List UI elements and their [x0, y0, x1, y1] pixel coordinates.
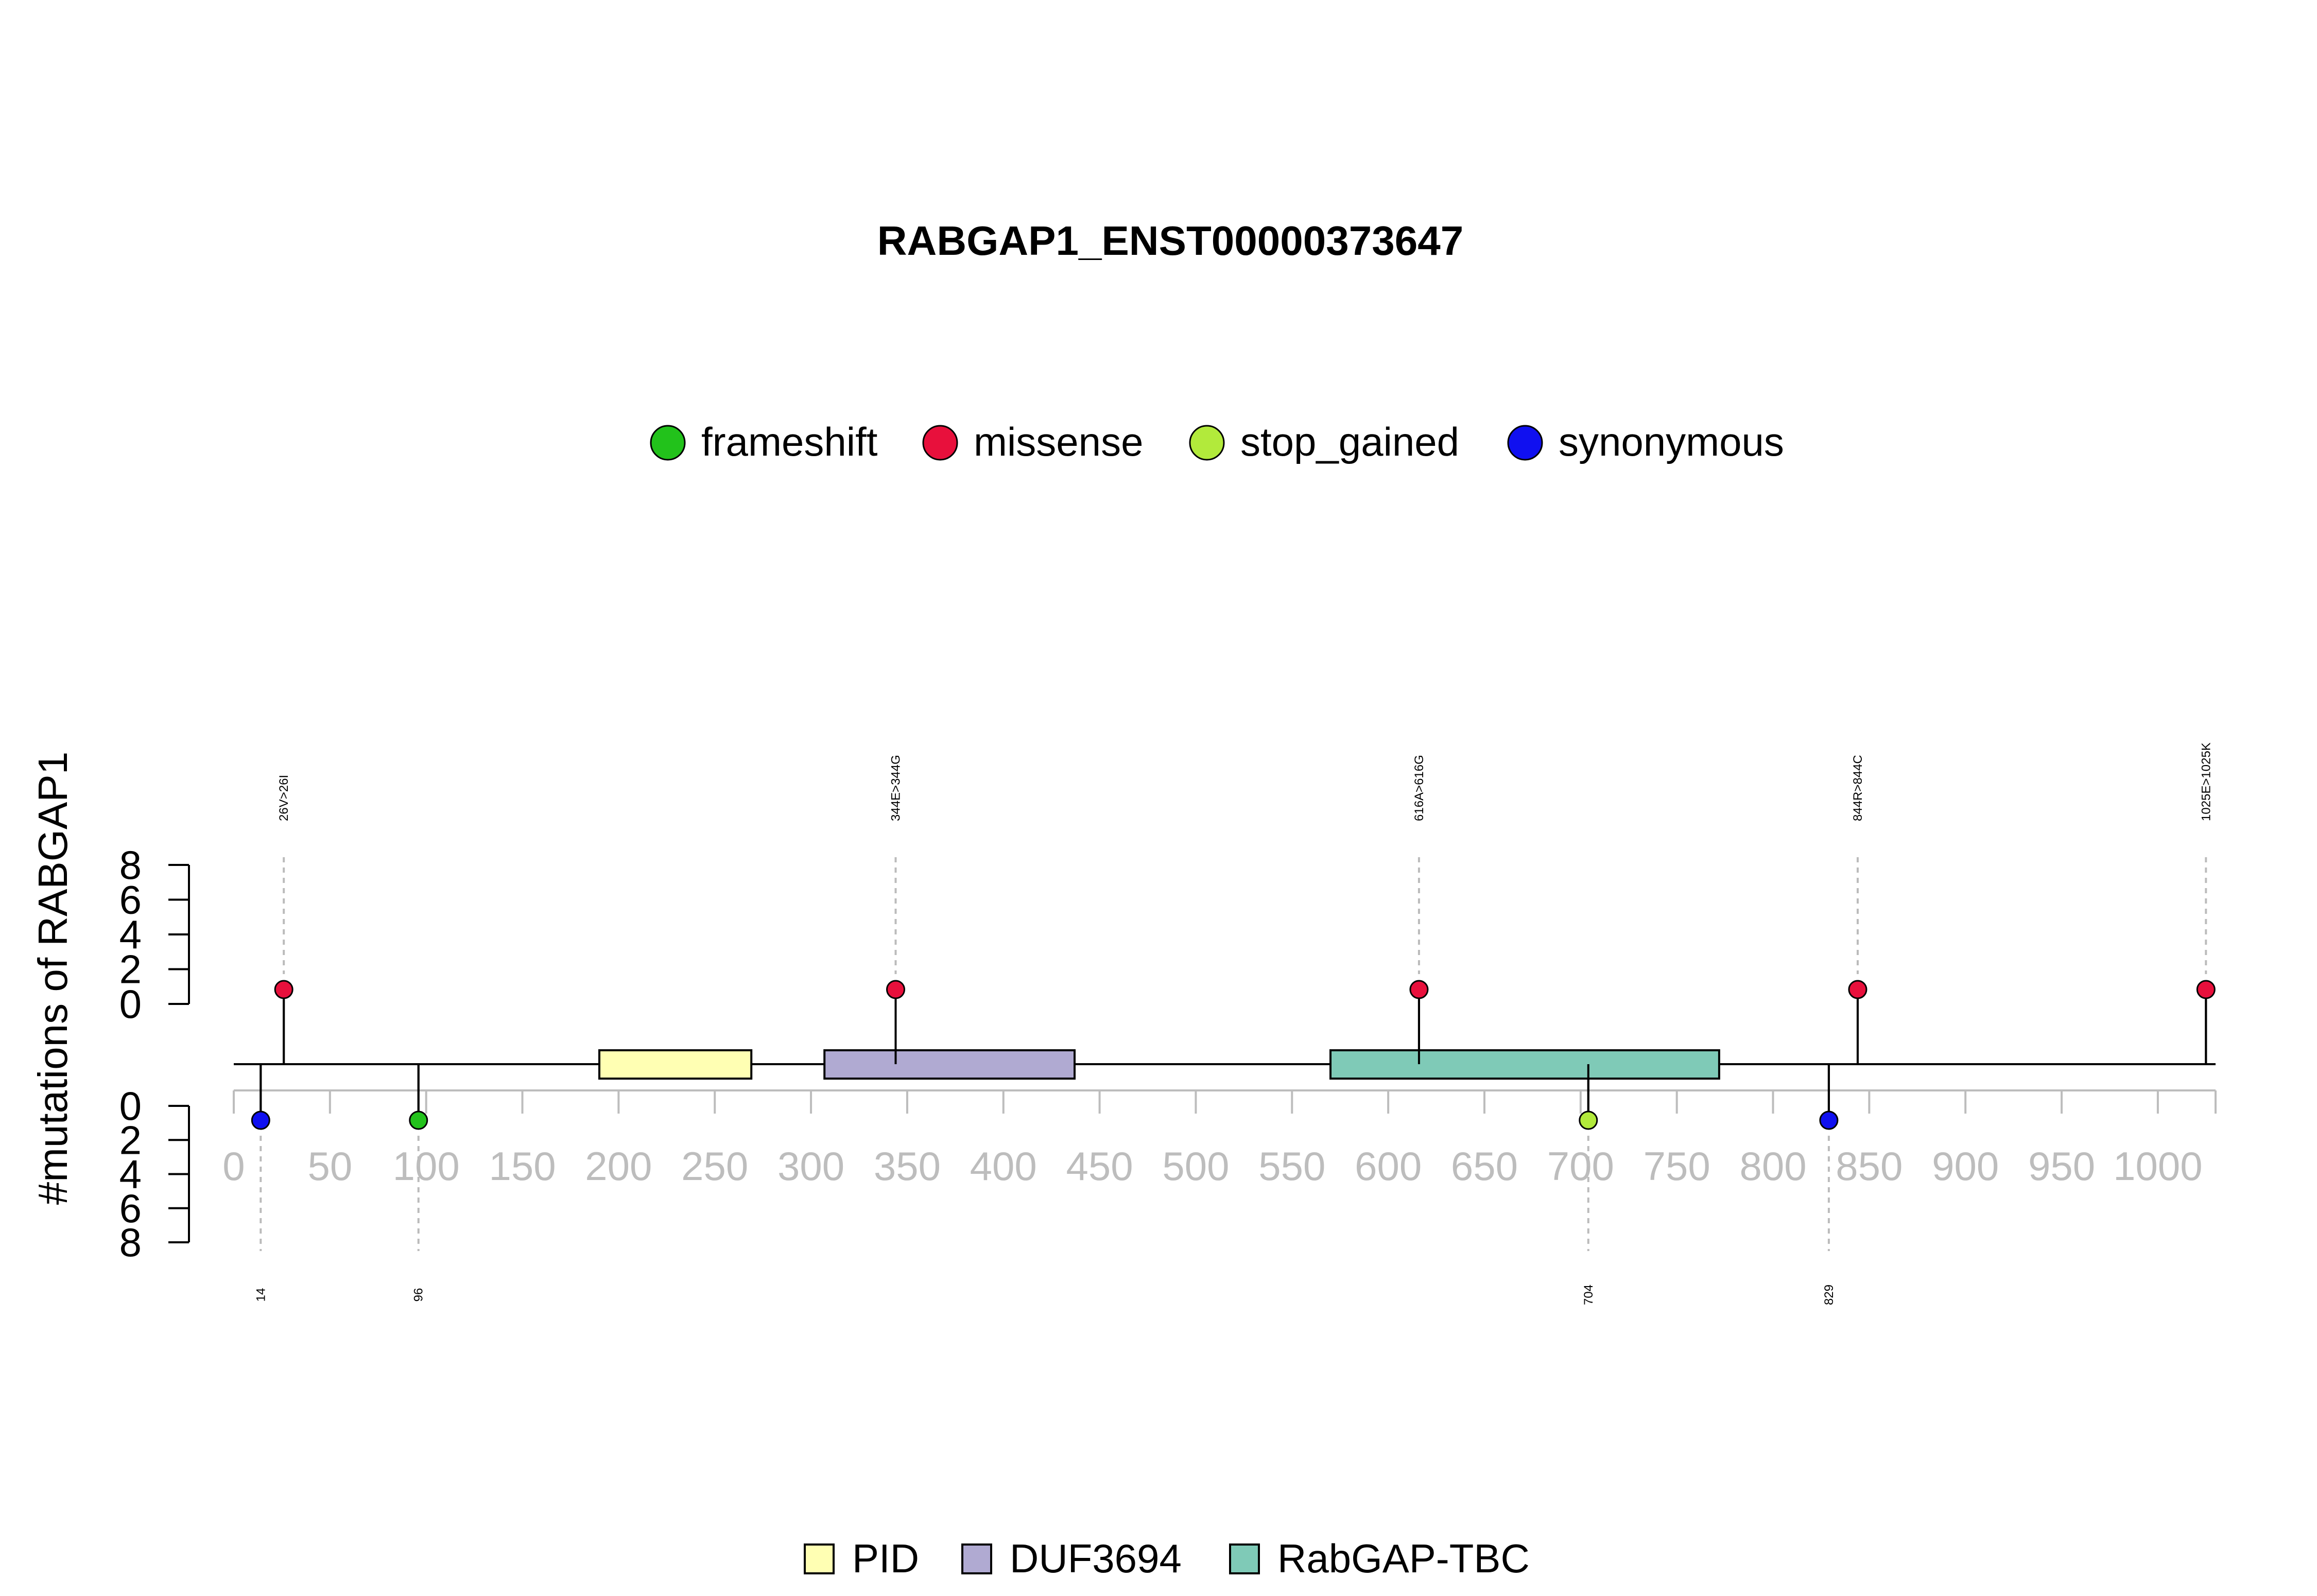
mutation-markers: 26V>26I 344E>344G 616A>616G 844R>844C 1025E>… [251, 742, 2216, 1305]
x-tick-label: 350 [874, 1143, 941, 1189]
mutation-label-top: 344E>344G [889, 755, 903, 821]
domain-legend-swatch-RabGAP-TBC [1229, 1543, 1260, 1574]
legend-label-missense: missense [974, 419, 1143, 464]
mutation-dot-top [1848, 980, 1868, 999]
top-y-tick-label: 0 [119, 981, 142, 1027]
top-y-tick-label: 8 [119, 842, 142, 888]
domain-legend-swatch-PID [804, 1543, 835, 1574]
bottom-y-tick-label: 4 [119, 1152, 142, 1197]
x-tick-label: 100 [393, 1143, 460, 1189]
x-tick-label: 850 [1836, 1143, 1903, 1189]
legend-label-synonymous: synonymous [1559, 419, 1784, 464]
top-y-tick-label: 4 [119, 912, 142, 957]
x-tick-label: 650 [1451, 1143, 1518, 1189]
x-tick-label: 300 [777, 1143, 844, 1189]
mutation-dot-top [274, 980, 293, 999]
x-tick-label: 1000 [2113, 1143, 2203, 1189]
x-tick-label: 750 [1644, 1143, 1710, 1189]
x-tick-label: 50 [307, 1143, 352, 1189]
domain-RabGAP-TBC [1329, 1049, 1720, 1080]
x-tick-label: 600 [1355, 1143, 1422, 1189]
x-tick-label: 550 [1258, 1143, 1325, 1189]
x-tick-label: 700 [1547, 1143, 1614, 1189]
bottom-y-tick-label: 2 [119, 1117, 142, 1163]
mutation-type-legend: frameshift missense stop_gained synonymous [650, 419, 1784, 464]
chart-title: RABGAP1_ENST00000373647 [877, 218, 1463, 264]
x-tick-label: 450 [1066, 1143, 1133, 1189]
mutation-dot-bottom [1579, 1111, 1598, 1130]
y-axis-label: #mutations of RABGAP1 [30, 752, 76, 1205]
mutation-label-top: 844R>844C [1851, 755, 1865, 821]
legend-marker-missense [922, 425, 958, 461]
domain-DUF3694 [823, 1049, 1076, 1080]
x-tick-label: 150 [489, 1143, 556, 1189]
top-y-tick-label: 6 [119, 877, 142, 923]
bottom-y-tick-label: 0 [119, 1083, 142, 1129]
domain-legend-label-DUF3694: DUF3694 [1010, 1536, 1182, 1581]
legend-label-frameshift: frameshift [701, 419, 878, 464]
legend-marker-synonymous [1507, 425, 1543, 461]
domain-legend: PID DUF3694 RabGAP-TBC [804, 1536, 1530, 1581]
mutation-dot-bottom [251, 1111, 270, 1130]
mutation-label-bottom: 829 [1822, 1285, 1836, 1305]
mutation-label-top: 1025E>1025K [2199, 742, 2213, 821]
mutation-label-bottom: 96 [412, 1288, 426, 1302]
x-tick-label: 950 [2028, 1143, 2095, 1189]
protein-backbone [234, 990, 2216, 1120]
x-tick-label: 200 [585, 1143, 652, 1189]
legend-marker-stop_gained [1189, 425, 1225, 461]
bottom-y-tick-label: 8 [119, 1220, 142, 1265]
mutation-stems [260, 857, 2207, 1251]
x-tick-label: 0 [222, 1143, 245, 1189]
x-tick-label: 900 [1932, 1143, 1999, 1189]
legend-marker-frameshift [650, 425, 686, 461]
mutation-label-bottom: 704 [1582, 1285, 1596, 1305]
mutation-label-bottom: 14 [254, 1288, 268, 1302]
mutation-label-top: 26V>26I [277, 775, 291, 821]
mutation-dot-top [1409, 980, 1429, 999]
domain-legend-label-PID: PID [852, 1536, 919, 1581]
mutation-dot-top [886, 980, 905, 999]
mutation-dot-top [2196, 980, 2216, 999]
x-axis: 0 50 100 150 200 250 300 350 400 450 500 550 600 650 7… [222, 1089, 2217, 1189]
bottom-y-tick-label: 6 [119, 1186, 142, 1231]
mutation-dot-bottom [1819, 1111, 1839, 1130]
mutation-dot-bottom [409, 1111, 428, 1130]
mutation-label-top: 616A>616G [1412, 755, 1426, 821]
x-tick-label: 250 [681, 1143, 748, 1189]
legend-label-stop_gained: stop_gained [1240, 419, 1459, 464]
x-tick-label: 800 [1739, 1143, 1806, 1189]
domain-legend-swatch-DUF3694 [961, 1543, 992, 1574]
domain-PID [598, 1049, 753, 1080]
x-tick-label: 500 [1162, 1143, 1229, 1189]
top-y-tick-label: 2 [119, 947, 142, 992]
x-tick-label: 400 [970, 1143, 1037, 1189]
domain-legend-label-RabGAP-TBC: RabGAP-TBC [1277, 1536, 1530, 1581]
